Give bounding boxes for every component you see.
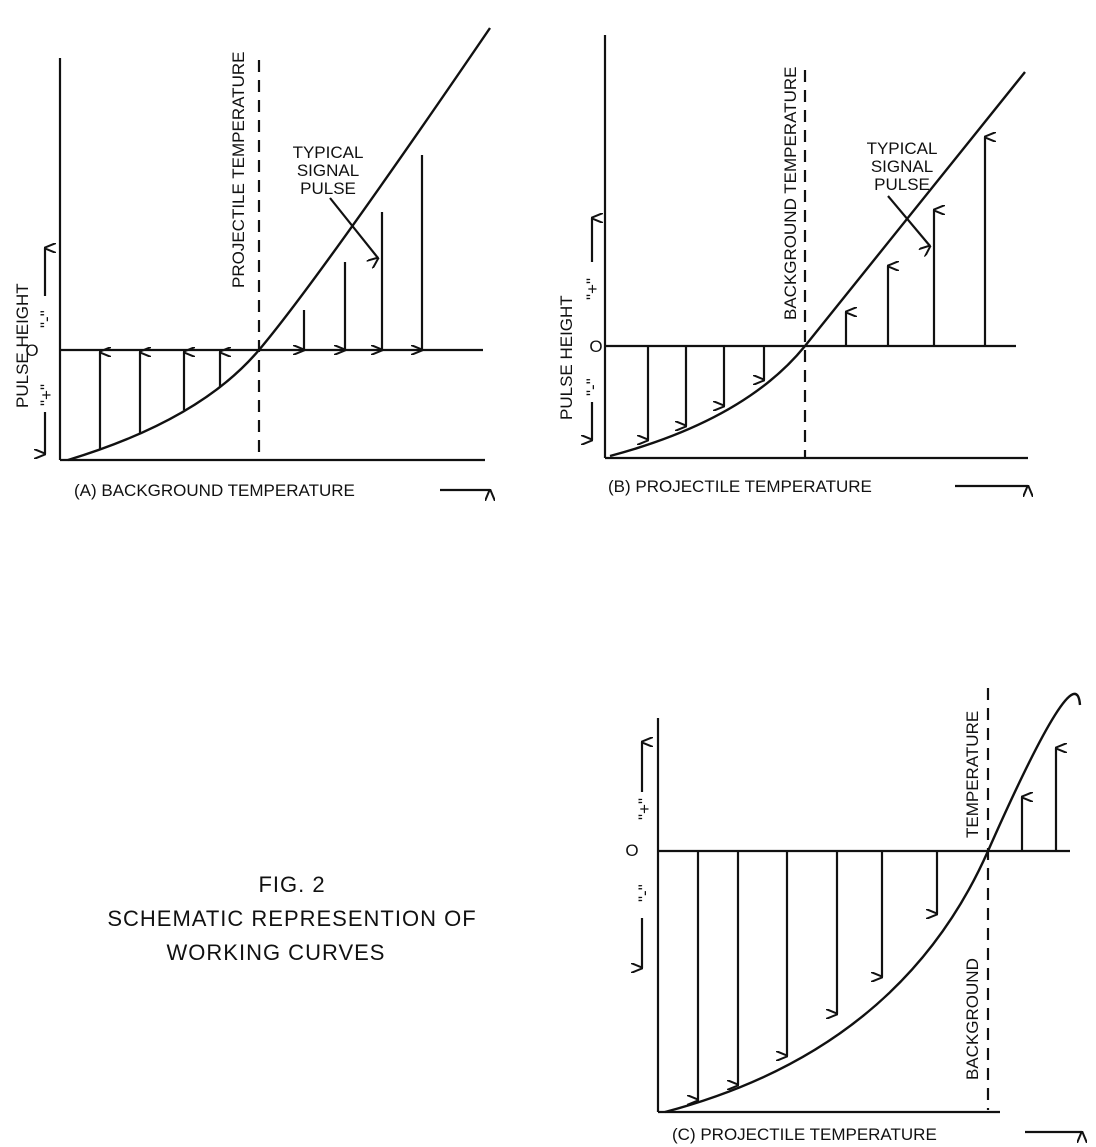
- panel-a-working-curve: [67, 27, 491, 462]
- panel-c-plus-label: "+": [635, 798, 654, 820]
- panel-a-annotation-line-1: TYPICAL: [293, 143, 364, 162]
- panel-a-x-label: (A) BACKGROUND TEMPERATURE: [74, 481, 355, 500]
- panel-b-annotation-pointer: [887, 195, 930, 246]
- panel-b-y-label: PULSE HEIGHT: [557, 295, 576, 420]
- figure-caption: FIG. 2 SCHEMATIC REPRESENTION OF WORKING…: [107, 872, 476, 965]
- panel-c-x-label: (C) PROJECTILE TEMPERATURE: [672, 1125, 937, 1144]
- panel-a-annotation-line-3: PULSE: [300, 179, 356, 198]
- panel-b-annotation-line-3: PULSE: [874, 175, 930, 194]
- panel-a-vline-label: PROJECTILE TEMPERATURE: [229, 52, 248, 288]
- panel-b-minus-label: "-": [583, 378, 602, 396]
- panel-c-zero-label: O: [625, 841, 638, 860]
- panel-c-vline-label-bottom: BACKGROUND: [963, 958, 982, 1080]
- caption-line-3: WORKING CURVES: [167, 940, 386, 965]
- caption-line-1: FIG. 2: [258, 872, 325, 897]
- panel-c-working-curve: [664, 692, 1082, 1114]
- panel-c-minus-label: "-": [635, 884, 654, 902]
- panel-a-y-label: PULSE HEIGHT: [13, 283, 32, 408]
- panel-b-annotation-line-2: SIGNAL: [871, 157, 933, 176]
- panel-b: TYPICAL SIGNAL PULSE BACKGROUND TEMPERAT…: [557, 35, 1028, 496]
- panel-b-annotation-line-1: TYPICAL: [867, 139, 938, 158]
- panel-b-x-label: (B) PROJECTILE TEMPERATURE: [608, 477, 872, 496]
- panel-a-minus-label: "-": [37, 310, 56, 328]
- panel-b-zero-label: O: [589, 337, 602, 356]
- panel-a-zero-label: O: [25, 341, 38, 360]
- caption-line-2: SCHEMATIC REPRESENTION OF: [107, 906, 476, 931]
- panel-a-annotation-pointer: [329, 197, 378, 258]
- panel-c-vline-label-top: TEMPERATURE: [963, 711, 982, 838]
- panel-b-working-curve: [609, 71, 1026, 458]
- panel-b-vline-label: BACKGROUND TEMPERATURE: [781, 67, 800, 320]
- panel-a-annotation-line-2: SIGNAL: [297, 161, 359, 180]
- panel-a-plus-label: "+": [37, 384, 56, 406]
- panel-c: TEMPERATURE BACKGROUND O "+" "-" (C) PRO…: [625, 688, 1082, 1144]
- panel-b-plus-label: "+": [583, 278, 602, 300]
- panel-a: TYPICAL SIGNAL PULSE PROJECTILE TEMPERAT…: [13, 27, 491, 500]
